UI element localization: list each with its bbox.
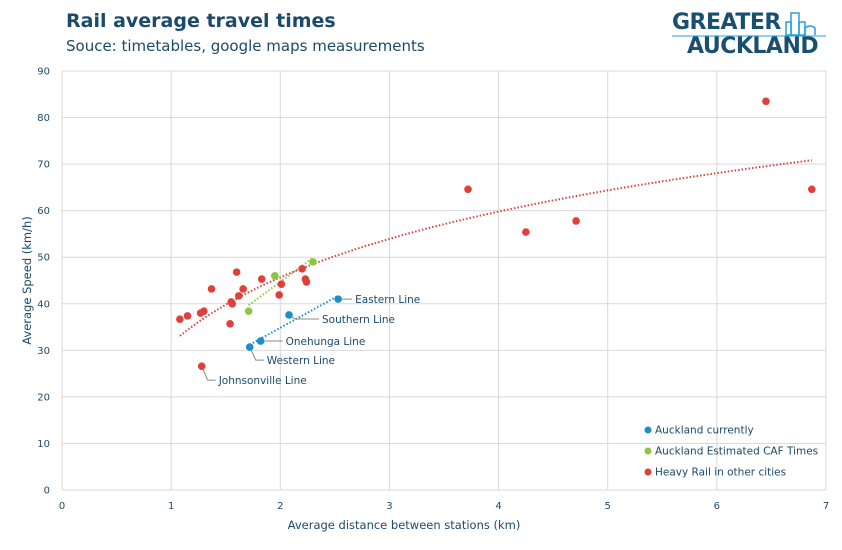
legend-marker — [644, 468, 652, 476]
y-tick-label: 80 — [37, 113, 50, 124]
y-tick-label: 10 — [37, 439, 50, 450]
data-point-series-2 — [762, 97, 770, 106]
data-point-series-2 — [183, 312, 192, 320]
y-tick-label: 60 — [37, 206, 50, 217]
x-tick-label: 5 — [605, 501, 611, 512]
data-point-series-0 — [334, 295, 342, 303]
data-point-series-2 — [275, 291, 283, 299]
y-tick-label: 70 — [37, 160, 50, 171]
annotation-label: Onehunga Line — [286, 336, 366, 348]
x-tick-label: 0 — [59, 501, 65, 512]
data-point-series-2 — [200, 307, 208, 316]
y-tick-label: 20 — [37, 392, 50, 403]
y-tick-label: 30 — [37, 346, 50, 357]
x-axis-label: Average distance between stations (km) — [288, 518, 521, 532]
data-point-series-2 — [572, 217, 580, 225]
x-tick-label: 7 — [823, 501, 829, 512]
y-tick-label: 40 — [37, 299, 50, 310]
data-point-series-2 — [197, 362, 206, 370]
data-point-series-1 — [244, 307, 253, 316]
greater-auckland-logo: GREATER AUCKLAND — [670, 10, 830, 60]
data-point-series-0 — [285, 311, 293, 319]
legend-entry: Auckland currently — [655, 425, 754, 437]
legend-entry: Heavy Rail in other cities — [655, 467, 786, 479]
data-point-series-2 — [298, 265, 306, 273]
annotation-label: Western Line — [267, 355, 335, 367]
annotation-label: Southern Line — [322, 314, 395, 326]
data-point-series-2 — [277, 280, 286, 289]
y-tick-label: 90 — [37, 67, 50, 78]
annotation-label: Eastern Line — [355, 294, 420, 306]
x-tick-label: 6 — [714, 501, 720, 512]
chart-subtitle: Souce: timetables, google maps measureme… — [66, 37, 425, 55]
logo-line1: GREATER — [672, 10, 781, 35]
legend-marker — [644, 426, 652, 434]
data-point-series-2 — [464, 185, 472, 194]
data-point-series-2 — [257, 275, 266, 283]
x-tick-label: 1 — [168, 501, 174, 512]
data-point-series-2 — [302, 278, 311, 286]
chart-title: Rail average travel times — [66, 10, 336, 32]
data-point-series-2 — [226, 319, 234, 328]
data-point-series-2 — [232, 268, 241, 276]
logo-line2: AUCKLAND — [687, 34, 819, 59]
logo-building-icon — [672, 12, 826, 37]
annotation-leader — [201, 365, 216, 381]
annotation-leader — [288, 314, 320, 320]
data-point-series-2 — [207, 285, 216, 293]
y-axis-label: Average Speed (km/h) — [20, 216, 34, 345]
y-tick-label: 50 — [37, 253, 50, 264]
annotation-leader — [249, 346, 264, 361]
y-tick-label: 0 — [44, 486, 50, 497]
data-point-series-1 — [309, 258, 317, 266]
data-point-series-2 — [239, 285, 247, 293]
data-point-series-2 — [235, 292, 243, 300]
x-tick-label: 2 — [277, 501, 283, 512]
data-point-series-2 — [228, 299, 237, 308]
data-point-series-0 — [256, 337, 265, 345]
legend-marker — [644, 447, 652, 455]
data-point-series-2 — [176, 315, 184, 323]
legend-entry: Auckland Estimated CAF Times — [655, 446, 818, 458]
trendline-0 — [249, 294, 339, 346]
annotation-label: Johnsonville Line — [218, 375, 307, 387]
data-point-series-0 — [245, 343, 254, 351]
x-tick-label: 3 — [386, 501, 392, 512]
x-tick-label: 4 — [495, 501, 501, 512]
data-point-series-2 — [522, 228, 530, 236]
data-point-series-1 — [271, 272, 279, 280]
data-point-series-2 — [808, 185, 816, 194]
